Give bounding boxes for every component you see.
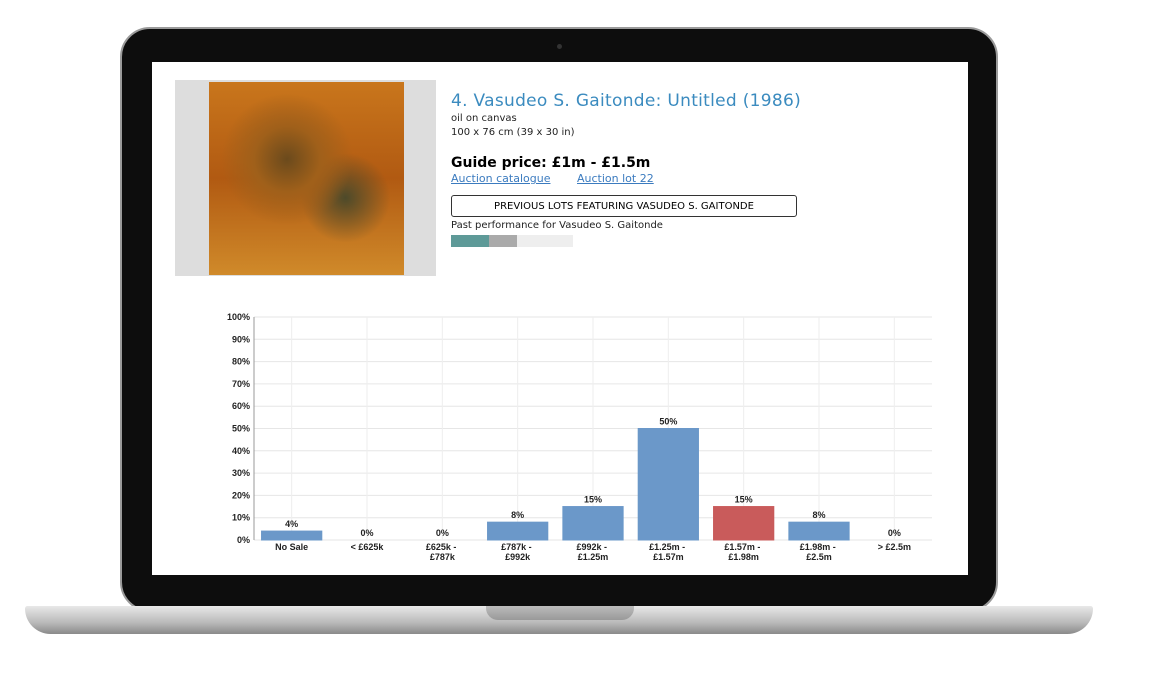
- y-tick-label: 0%: [237, 535, 250, 545]
- value-label: 8%: [812, 510, 825, 520]
- y-tick-label: 10%: [232, 513, 250, 523]
- dimensions: 100 x 76 cm (39 x 30 in): [451, 127, 575, 138]
- value-label: 0%: [888, 528, 901, 538]
- value-label: 50%: [659, 417, 677, 427]
- value-label: 0%: [436, 528, 449, 538]
- bar: [713, 506, 775, 541]
- y-tick-label: 40%: [232, 446, 250, 456]
- artwork-image: [209, 82, 404, 275]
- value-label: 8%: [511, 510, 524, 520]
- y-tick-label: 70%: [232, 379, 250, 389]
- lot-title: 4. Vasudeo S. Gaitonde: Untitled (1986): [451, 91, 802, 111]
- performance-segment: [489, 235, 517, 247]
- x-tick-label: £625k - £787k: [426, 542, 459, 562]
- lot-link[interactable]: Auction lot 22: [577, 172, 654, 185]
- catalogue-link[interactable]: Auction catalogue: [451, 172, 551, 185]
- bar: [487, 521, 549, 541]
- y-tick-label: 90%: [232, 334, 250, 344]
- bar: [637, 428, 699, 541]
- performance-label: Past performance for Vasudeo S. Gaitonde: [451, 220, 663, 231]
- y-tick-label: 20%: [232, 490, 250, 500]
- y-tick-label: 60%: [232, 401, 250, 411]
- x-tick-label: < £625k: [351, 542, 385, 552]
- camera: [557, 44, 562, 49]
- value-label: 0%: [360, 528, 373, 538]
- y-tick-label: 100%: [227, 312, 250, 322]
- bar: [562, 506, 624, 541]
- value-label: 15%: [735, 495, 753, 505]
- x-tick-label: £1.57m - £1.98m: [724, 542, 763, 562]
- x-tick-label: £992k - £1.25m: [576, 542, 609, 562]
- x-tick-label: > £2.5m: [878, 542, 911, 552]
- value-label: 4%: [285, 519, 298, 529]
- previous-lots-button[interactable]: PREVIOUS LOTS FEATURING VASUDEO S. GAITO…: [451, 195, 797, 217]
- laptop-notch: [486, 606, 634, 620]
- bar: [261, 530, 323, 541]
- performance-segment: [451, 235, 489, 247]
- x-tick-label: No Sale: [275, 542, 308, 552]
- x-tick-label: £1.98m - £2.5m: [800, 542, 839, 562]
- performance-bar: [451, 235, 573, 247]
- medium: oil on canvas: [451, 113, 517, 124]
- y-tick-label: 50%: [232, 424, 250, 434]
- x-tick-label: £787k - £992k: [501, 542, 534, 562]
- x-tick-label: £1.25m - £1.57m: [649, 542, 688, 562]
- y-tick-label: 30%: [232, 468, 250, 478]
- y-tick-label: 80%: [232, 357, 250, 367]
- bar: [788, 521, 850, 541]
- guide-price: Guide price: £1m - £1.5m: [451, 155, 651, 171]
- value-label: 15%: [584, 495, 602, 505]
